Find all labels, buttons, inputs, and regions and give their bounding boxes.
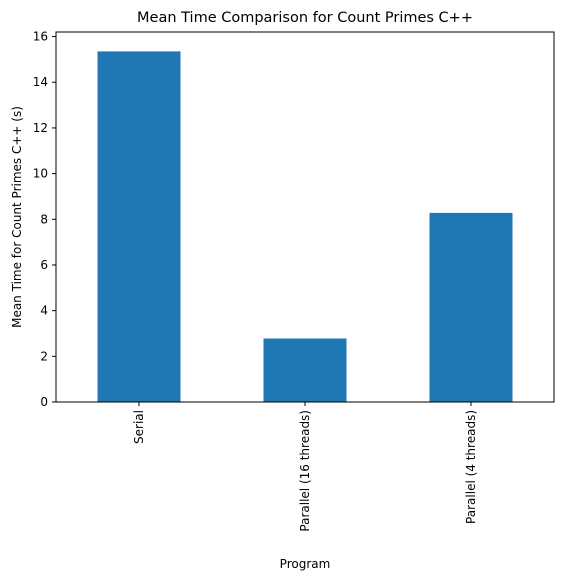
y-tick-label: 16	[33, 30, 48, 44]
y-axis-title: Mean Time for Count Primes C++ (s)	[10, 106, 24, 328]
y-tick-label: 4	[40, 304, 48, 318]
x-axis-title: Program	[280, 557, 331, 571]
bar-1	[263, 338, 347, 402]
bar-2	[429, 212, 513, 402]
y-tick-label: 14	[33, 75, 48, 89]
y-tick-label: 10	[33, 167, 48, 181]
y-tick-label: 6	[40, 258, 48, 272]
y-tick-label: 12	[33, 121, 48, 135]
x-axis: Serial Parallel (16 threads) Parallel (4 t…	[132, 402, 478, 532]
x-tick-label: Serial	[132, 410, 146, 444]
x-tick-label: Parallel (4 threads)	[464, 410, 478, 524]
bars-group	[97, 51, 513, 403]
x-tick-label: Parallel (16 threads)	[298, 410, 312, 532]
bar-0	[97, 51, 181, 403]
chart-title: Mean Time Comparison for Count Primes C+…	[137, 10, 473, 26]
y-tick-label: 0	[40, 395, 48, 409]
y-tick-label: 8	[40, 212, 48, 226]
y-axis: 0 2 4 6 8 10 12 14 16	[33, 30, 56, 409]
y-tick-label: 2	[40, 349, 48, 363]
